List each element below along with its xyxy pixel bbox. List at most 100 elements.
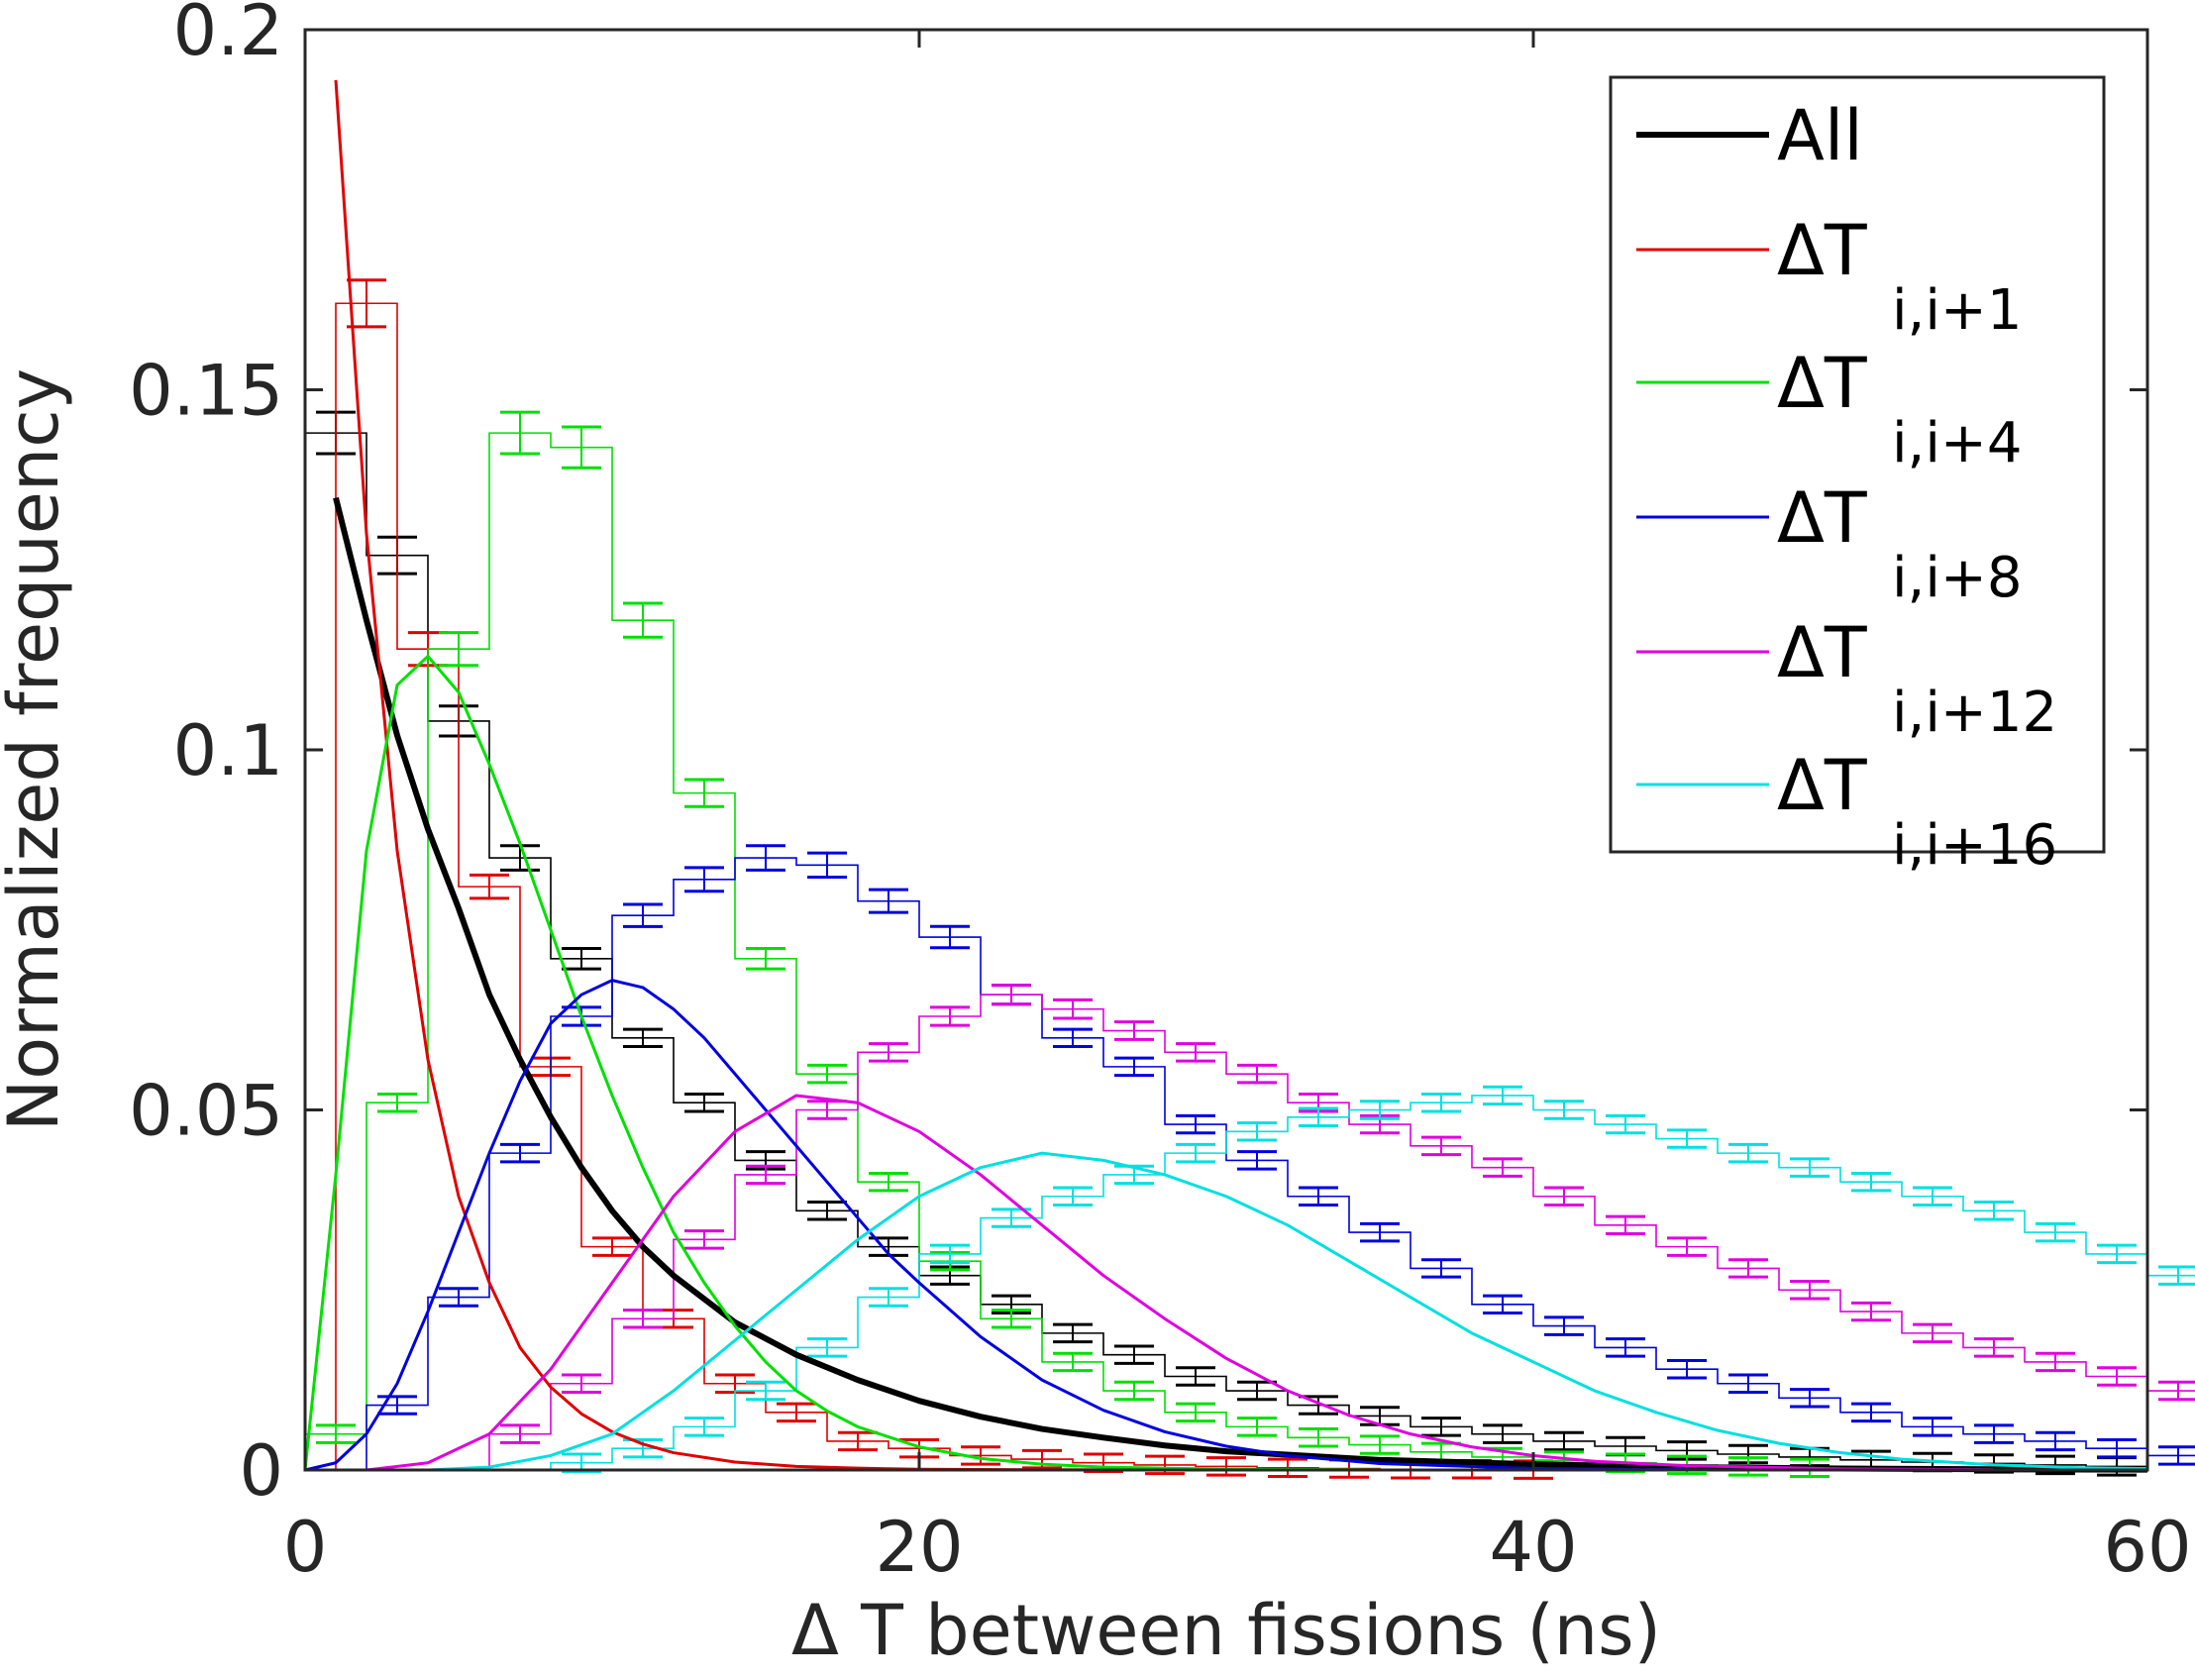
error-bar <box>1421 1417 1461 1437</box>
error-bar <box>777 1402 816 1423</box>
x-tick-label: 40 <box>1489 1507 1577 1588</box>
error-bar <box>1851 1171 1891 1193</box>
legend-entry: ΔT i,i+1 <box>1636 210 2022 343</box>
error-bar <box>1851 1402 1891 1423</box>
error-bar <box>992 984 1031 1006</box>
error-bar <box>869 1042 908 1063</box>
fit-curve-0 <box>333 496 2148 1473</box>
error-bar <box>1114 1020 1154 1041</box>
legend-label: ΔT <box>1777 477 1867 559</box>
error-bar <box>684 866 724 893</box>
error-bar <box>1360 1221 1400 1243</box>
error-bar <box>1544 1315 1584 1336</box>
legend-subscript: i,i+16 <box>1892 813 2057 878</box>
hist-steps-3 <box>366 857 2195 1470</box>
error-bar <box>2158 1445 2195 1466</box>
error-bar <box>1114 1380 1154 1402</box>
error-bar <box>1114 1056 1154 1078</box>
error-bar <box>684 1093 724 1113</box>
error-bar <box>2036 1430 2075 1452</box>
error-bar <box>1299 1186 1338 1207</box>
error-bar <box>1667 1358 1707 1380</box>
legend-label: ΔT <box>1777 745 1867 826</box>
error-bar <box>2158 1380 2195 1402</box>
error-bar <box>623 1027 663 1049</box>
error-bar <box>1237 1150 1277 1171</box>
error-bar <box>470 873 509 900</box>
error-bar <box>562 425 601 470</box>
error-bar <box>1913 1322 1952 1344</box>
y-tick-label: 0.15 <box>129 351 283 432</box>
error-bar <box>1176 1366 1215 1387</box>
error-bar <box>1974 1201 2014 1221</box>
error-bar <box>1728 1142 1768 1164</box>
legend-label: ΔT <box>1777 210 1867 291</box>
error-bar <box>592 1236 632 1257</box>
error-bar <box>2097 1243 2137 1265</box>
legend-subscript: i,i+12 <box>1892 681 2057 745</box>
y-axis-title: Normalized frequency <box>0 368 74 1131</box>
x-tick-label: 20 <box>875 1507 963 1588</box>
error-bar <box>1728 1373 1768 1394</box>
error-bar <box>1483 1294 1522 1315</box>
error-bar <box>2158 1265 2195 1286</box>
error-bar <box>316 1423 356 1444</box>
error-bar <box>807 851 847 880</box>
hist-series-1 <box>335 278 1564 1480</box>
error-bar <box>684 1229 724 1250</box>
fit-curve-4 <box>366 1094 1995 1472</box>
legend-label: All <box>1777 95 1863 176</box>
error-bar <box>1114 1344 1154 1365</box>
fit-curve-2 <box>303 654 1381 1472</box>
error-bar <box>1299 1427 1338 1448</box>
error-bar <box>746 1380 785 1402</box>
error-bar <box>1851 1301 1891 1322</box>
error-bar <box>746 1164 785 1186</box>
error-bar <box>1176 1402 1215 1423</box>
legend-entry: ΔT i,i+12 <box>1636 612 2057 745</box>
error-bar <box>1544 1430 1584 1452</box>
error-bar <box>1268 1457 1307 1479</box>
fit-curve-1 <box>334 79 1227 1472</box>
fit-curve-3 <box>304 979 1688 1472</box>
error-bar <box>930 1005 970 1027</box>
error-bar <box>500 410 540 456</box>
error-bar <box>1176 1113 1215 1135</box>
error-bar <box>1606 1337 1645 1358</box>
error-bar <box>1790 1388 1829 1409</box>
error-bar <box>746 844 785 872</box>
error-bar <box>562 947 601 971</box>
x-tick-label: 0 <box>283 1507 328 1588</box>
error-bar <box>1421 1093 1461 1113</box>
error-bar <box>807 1063 847 1085</box>
x-axis-title: Δ T between fissions (ns) <box>791 1590 1661 1671</box>
error-bar <box>992 1309 1031 1329</box>
error-bar <box>1544 1100 1584 1120</box>
error-bar <box>684 778 724 808</box>
error-bar <box>2036 1221 2075 1243</box>
error-bar <box>1176 1142 1215 1164</box>
error-bar <box>1237 1121 1277 1142</box>
error-bar <box>1483 1157 1522 1178</box>
error-bar <box>1606 1113 1645 1135</box>
error-bar <box>1053 1027 1093 1049</box>
legend-entry: ΔT i,i+8 <box>1636 477 2022 610</box>
error-bar <box>1913 1186 1952 1207</box>
legend-entry: All <box>1636 95 1863 176</box>
error-bar <box>439 1287 478 1308</box>
legend-entry: ΔT i,i+16 <box>1636 745 2057 878</box>
error-bar <box>1728 1258 1768 1279</box>
error-bar <box>500 1423 540 1444</box>
error-bar <box>1237 1063 1277 1085</box>
error-bar <box>961 1445 1000 1466</box>
error-bar <box>1360 1434 1400 1455</box>
error-bar <box>500 1142 540 1164</box>
error-bar <box>562 1373 601 1394</box>
error-bar <box>1483 1423 1522 1444</box>
error-bar <box>1299 1106 1338 1127</box>
error-bar <box>930 1243 970 1265</box>
legend-label: ΔT <box>1777 612 1867 693</box>
error-bar <box>869 888 908 914</box>
x-tick-label: 60 <box>2103 1507 2191 1588</box>
error-bar <box>623 601 663 639</box>
